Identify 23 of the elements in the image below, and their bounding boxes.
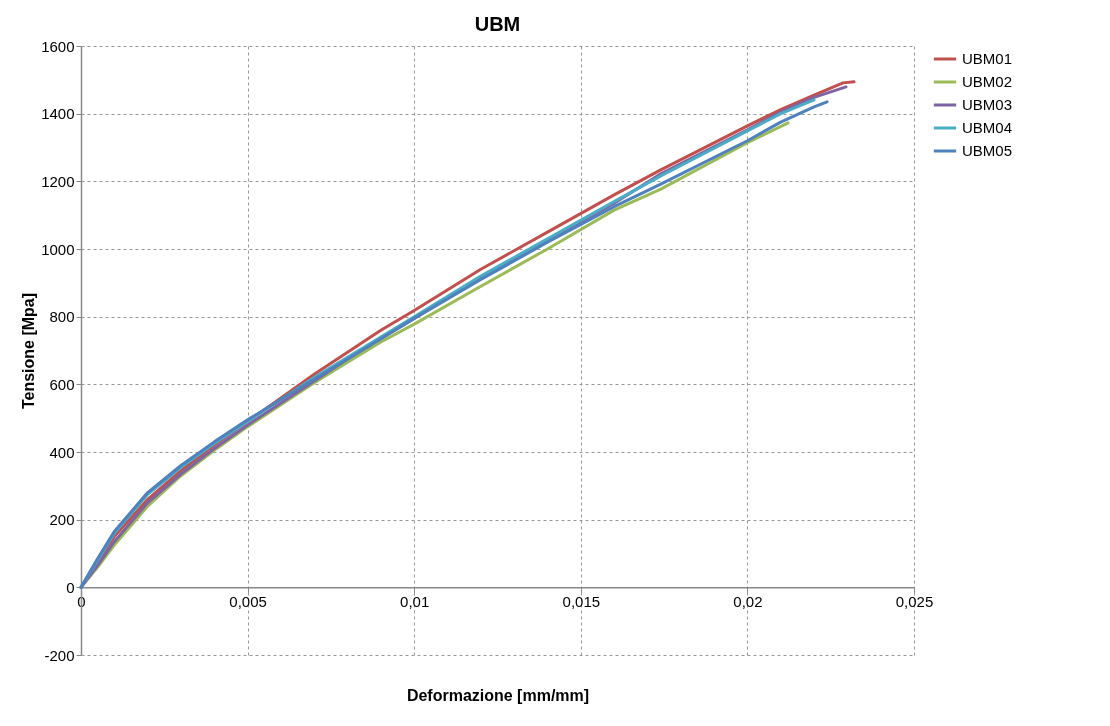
legend-label: UBM03 — [962, 96, 1013, 113]
x-tick-label: 0,025 — [895, 592, 934, 610]
x-tick-label: 0,02 — [733, 592, 763, 610]
y-tick-label: -200 — [44, 646, 75, 664]
x-tick-label: 0,015 — [562, 592, 601, 610]
y-tick-label: 1200 — [41, 172, 75, 190]
y-tick-label: 1600 — [41, 37, 75, 55]
y-tick-label: 800 — [49, 308, 75, 326]
legend-label: UBM01 — [962, 50, 1013, 67]
x-tick-label: 0,005 — [229, 592, 267, 610]
y-axis-title: Tensione [Mpa] — [20, 292, 38, 410]
y-tick-label: 1400 — [41, 105, 75, 123]
x-axis-title: Deformazione [mm/mm] — [406, 686, 590, 704]
legend-label: UBM04 — [962, 119, 1013, 136]
y-tick-label: 400 — [49, 443, 75, 461]
legend-label: UBM05 — [962, 142, 1013, 159]
x-tick-label: 0,01 — [400, 592, 430, 610]
chart-title: UBM — [474, 13, 521, 35]
y-tick-label: 600 — [49, 375, 75, 393]
y-tick-label: 1000 — [41, 240, 75, 258]
y-tick-label: 200 — [49, 511, 75, 529]
legend-label: UBM02 — [962, 73, 1013, 90]
y-tick-label: 0 — [66, 578, 75, 596]
